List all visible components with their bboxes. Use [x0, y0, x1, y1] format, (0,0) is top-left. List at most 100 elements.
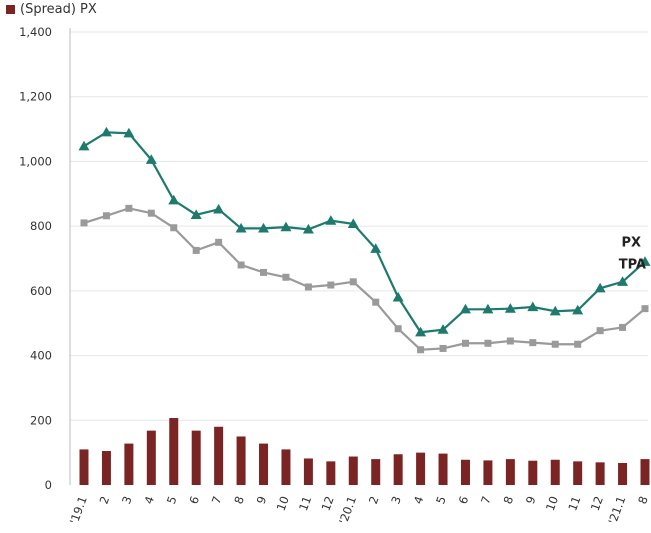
y-tick-label: 1,400 — [19, 25, 52, 39]
bar — [550, 459, 560, 485]
bar — [528, 460, 538, 485]
bar — [101, 451, 111, 485]
x-tick-label: 8 — [501, 494, 517, 506]
bar — [573, 461, 583, 485]
x-tick-label: 5 — [433, 494, 449, 506]
legend-swatch-spread-px — [6, 5, 15, 14]
x-tick-label: 4 — [411, 494, 427, 506]
bar — [505, 459, 515, 485]
point-px — [549, 305, 561, 316]
point-px — [415, 326, 427, 337]
legend: (Spread) PX — [6, 2, 97, 17]
point-tpa — [506, 337, 514, 345]
point-tpa — [574, 340, 582, 348]
point-px — [258, 222, 270, 233]
point-tpa — [327, 281, 335, 289]
x-tick-label: 5 — [164, 494, 180, 506]
bar — [393, 454, 403, 485]
point-tpa — [80, 219, 88, 227]
point-tpa — [192, 246, 200, 254]
point-tpa — [596, 327, 604, 335]
bar — [191, 430, 201, 485]
x-tick-label: '19.1 — [67, 494, 90, 526]
point-px — [347, 218, 359, 229]
bar — [438, 453, 448, 485]
point-px — [594, 282, 606, 293]
point-tpa — [304, 283, 312, 291]
y-tick-label: 200 — [30, 413, 52, 427]
point-px — [280, 221, 292, 232]
y-tick-label: 800 — [30, 219, 52, 233]
bar — [348, 456, 358, 485]
x-tick-label: '20.1 — [336, 494, 359, 526]
point-tpa — [349, 278, 357, 286]
y-tick-label: 400 — [30, 349, 52, 363]
bar — [416, 452, 426, 485]
bar — [259, 443, 269, 485]
legend-label: (Spread) PX — [20, 2, 97, 17]
bar — [326, 461, 336, 485]
series-line-px — [83, 131, 646, 334]
x-tick-label: 7 — [209, 494, 225, 506]
x-tick-label: 9 — [254, 494, 270, 506]
y-tick-label: 1,000 — [19, 154, 52, 168]
point-tpa — [619, 323, 627, 331]
point-px — [235, 222, 247, 233]
x-tick-label: 7 — [478, 494, 494, 506]
point-px — [572, 304, 584, 315]
point-px — [190, 209, 202, 219]
annotation-tpa: TPA — [619, 258, 646, 273]
x-tick-label: 4 — [141, 494, 157, 506]
point-px — [482, 303, 494, 314]
point-px — [527, 301, 539, 312]
point-px — [504, 303, 516, 313]
y-tick-label: 600 — [30, 284, 52, 298]
point-tpa — [394, 325, 402, 333]
point-tpa — [641, 305, 649, 313]
x-tick-label: 6 — [456, 494, 472, 506]
point-px — [370, 243, 382, 253]
y-tick-label: 1,200 — [19, 90, 52, 104]
x-tick-label: 10 — [274, 494, 292, 513]
point-px — [213, 203, 225, 214]
point-tpa — [215, 238, 223, 246]
point-px — [145, 154, 157, 164]
bar — [124, 443, 134, 485]
point-tpa — [237, 261, 245, 269]
x-tick-label: 11 — [296, 494, 314, 513]
y-tick-label: 0 — [45, 478, 52, 492]
bar — [146, 430, 156, 485]
x-tick-label: 12 — [318, 494, 336, 513]
bar — [618, 462, 628, 485]
point-px — [325, 215, 337, 225]
point-tpa — [551, 340, 559, 348]
bar — [460, 459, 470, 485]
point-px — [437, 324, 449, 334]
point-tpa — [282, 273, 290, 281]
point-px — [617, 276, 629, 286]
x-tick-label: 2 — [97, 494, 113, 506]
bar — [303, 458, 313, 485]
bar — [214, 426, 224, 485]
annotation-px: PX — [621, 236, 641, 251]
bar — [236, 436, 246, 485]
point-tpa — [170, 224, 178, 232]
point-px — [168, 194, 180, 205]
x-tick-label: 8 — [231, 494, 247, 506]
point-tpa — [417, 346, 425, 354]
bar — [281, 449, 291, 485]
series-line-tpa — [83, 207, 646, 351]
bar — [483, 460, 493, 485]
point-tpa — [372, 298, 380, 306]
point-px — [123, 127, 135, 138]
point-tpa — [125, 204, 133, 212]
bar — [79, 449, 89, 485]
point-tpa — [529, 339, 537, 347]
x-tick-label: 3 — [119, 494, 135, 506]
x-tick-label: 11 — [565, 494, 583, 513]
point-tpa — [147, 209, 155, 217]
point-tpa — [102, 212, 110, 220]
point-px — [100, 126, 112, 137]
